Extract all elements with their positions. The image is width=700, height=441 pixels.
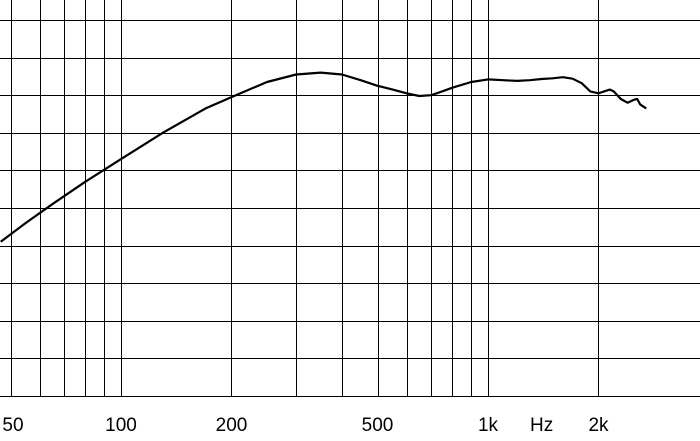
x-axis-unit-label: Hz	[530, 415, 553, 436]
x-tick-label: 200	[216, 415, 248, 436]
response-curve	[0, 71, 647, 243]
x-tick-label: 100	[105, 415, 137, 436]
x-tick-label: 2k	[588, 415, 609, 436]
x-tick-label: 500	[362, 415, 394, 436]
series-layer	[0, 71, 647, 243]
x-tick-label: 50	[2, 415, 23, 436]
grid	[0, 0, 700, 397]
x-tick-label: 1k	[478, 415, 499, 436]
tick-labels: 50 100 200 500 1k 2k Hz	[2, 415, 609, 436]
